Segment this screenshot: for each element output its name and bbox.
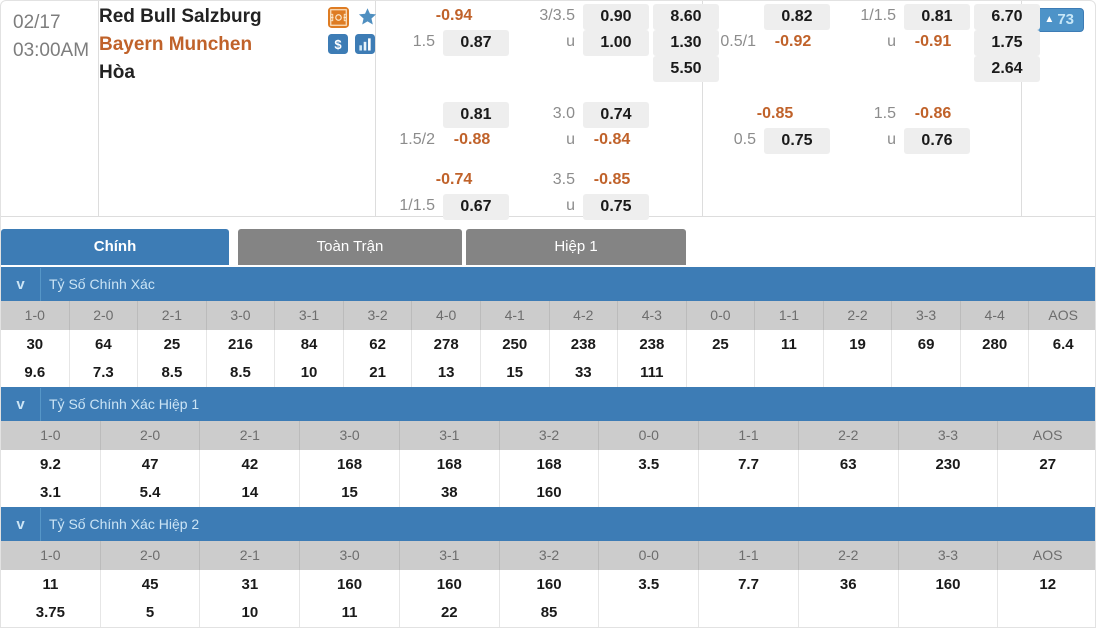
svg-text:$: $ <box>334 37 342 52</box>
